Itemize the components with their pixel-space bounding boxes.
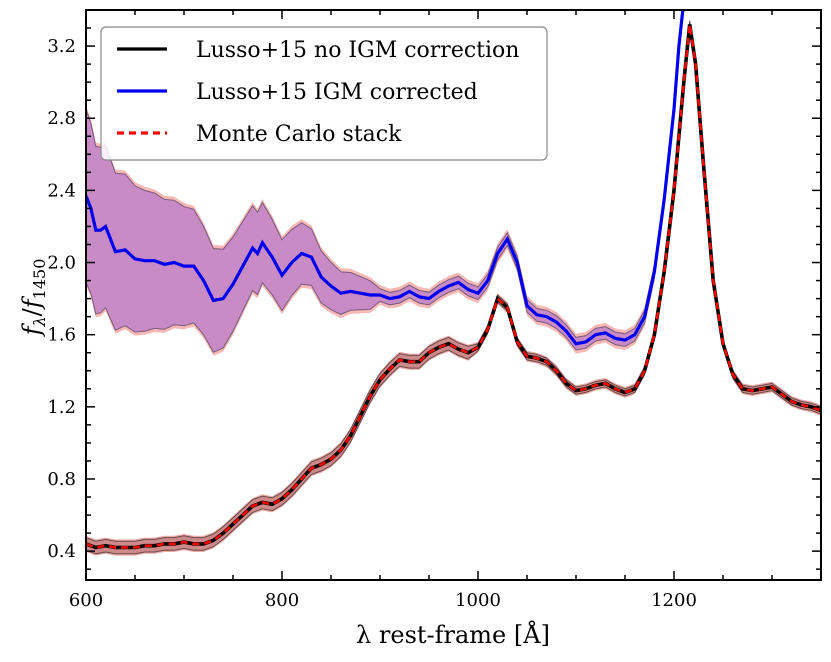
x-tick-label: 1000 [455, 590, 501, 611]
legend: Lusso+15 no IGM correction Lusso+15 IGM … [100, 26, 548, 161]
legend-label-no-igm: Lusso+15 no IGM correction [196, 38, 519, 63]
axis-ticks [85, 10, 822, 580]
axis-tick-labels: 600 800 1000 1200 0.4 0.8 1.2 1.6 2.0 2.4 2.8 3.2 [47, 36, 697, 611]
y-tick-label: 2.0 [47, 253, 76, 274]
y-tick-label: 2.8 [47, 108, 76, 129]
y-tick-label: 0.8 [47, 469, 76, 490]
y-tick-label: 1.2 [47, 397, 76, 418]
svg-text:fλ/f1450: fλ/f1450 [18, 259, 49, 338]
y-tick-label: 0.4 [47, 541, 76, 562]
x-tick-label: 800 [265, 590, 299, 611]
legend-box [100, 26, 548, 161]
band-igm-corrected [86, 10, 685, 353]
band-no-igm [86, 20, 821, 555]
x-axis-label: λ rest-frame [Å] [356, 620, 550, 649]
line-igm-corrected [86, 10, 685, 346]
uncertainty-bands [86, 10, 821, 556]
legend-label-mc: Monte Carlo stack [196, 122, 402, 147]
y-tick-label: 3.2 [47, 36, 76, 57]
legend-label-igm: Lusso+15 IGM corrected [196, 80, 478, 105]
y-tick-label: 2.4 [47, 180, 76, 201]
x-tick-label: 600 [69, 590, 103, 611]
y-tick-label: 1.6 [47, 325, 76, 346]
y-axis-label-div: / [18, 307, 46, 316]
y-axis-label-sub1: λ [30, 316, 49, 327]
series-lines [86, 10, 821, 550]
y-axis-label: fλ/f1450 [18, 259, 49, 338]
y-axis-label-sub2: 1450 [30, 259, 49, 300]
line-monte-carlo-stack [86, 24, 821, 549]
plot-frame [85, 9, 822, 581]
x-tick-label: 1200 [651, 590, 697, 611]
